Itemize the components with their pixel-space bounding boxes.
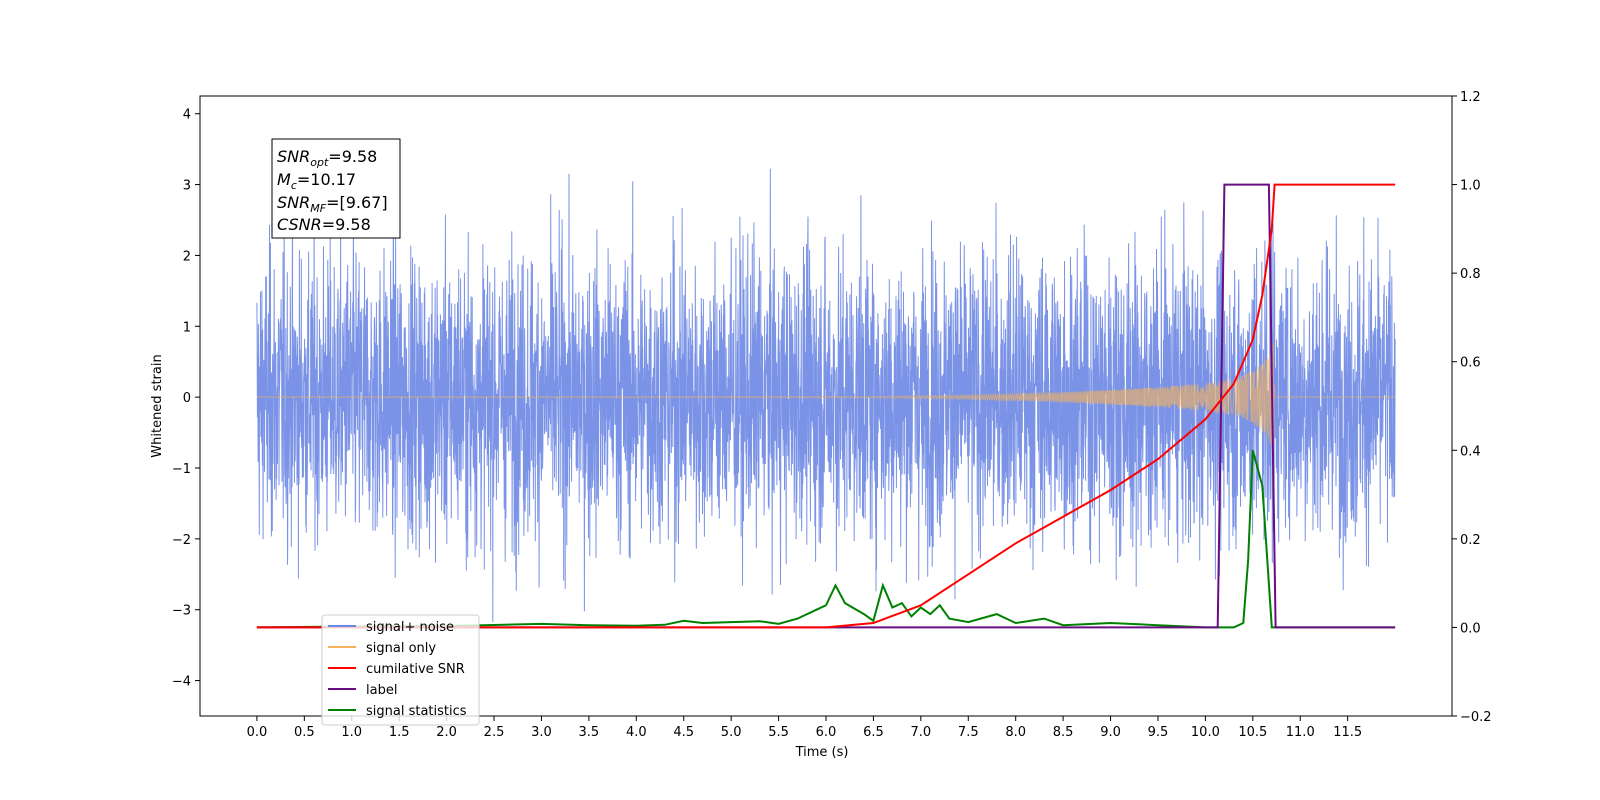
x-tick-label: 9.5: [1148, 725, 1169, 740]
x-tick-label: 2.5: [484, 725, 505, 740]
y2-tick-label: 1.0: [1460, 179, 1481, 194]
x-tick-label: 4.5: [673, 725, 694, 740]
y2-tick-label: −0.2: [1460, 710, 1492, 725]
annotation-box: SNRopt=9.58 Mc=10.17 SNRMF=[9.67] CSNR=9…: [271, 138, 401, 239]
x-tick-label: 6.5: [863, 725, 884, 740]
y-tick-label: −4: [172, 675, 191, 690]
y-axis-ticks: 4 3 2 1 0 −1 −2 −3 −4: [172, 108, 200, 690]
y-tick-label: 1: [183, 320, 191, 335]
signal-only-series: [256, 343, 1396, 453]
mc-annotation: Mc=10.17: [277, 170, 356, 192]
signal-statistics-line: [256, 450, 1396, 629]
y-tick-label: 4: [183, 108, 191, 123]
x-tick-label: 8.5: [1053, 725, 1074, 740]
right-axis-series: [256, 183, 1396, 629]
y-tick-label: 0: [183, 391, 191, 406]
label-line: [256, 183, 1396, 629]
signal-plus-noise-series: [256, 168, 1396, 623]
legend-label-label: label: [366, 683, 397, 698]
snr-opt-annotation: SNRopt=9.58: [277, 147, 377, 169]
x-tick-label: 11.0: [1286, 725, 1315, 740]
x-tick-label: 7.5: [958, 725, 979, 740]
x-tick-label: 8.0: [1005, 725, 1026, 740]
x-axis-ticks: 0.0 0.5 1.0 1.5 2.0 2.5 3.0 3.5 4.0 4.5 5.0 5.5 6.0 6…: [247, 716, 1362, 740]
x-tick-label: 1.0: [341, 725, 362, 740]
x-tick-label: 5.5: [768, 725, 789, 740]
x-axis-label: Time (s): [795, 745, 849, 760]
x-tick-label: 7.0: [911, 725, 932, 740]
y-tick-label: −1: [172, 462, 191, 477]
y-tick-label: −3: [172, 604, 191, 619]
x-tick-label: 4.0: [626, 725, 647, 740]
y2-tick-label: 1.2: [1460, 90, 1481, 105]
x-tick-label: 3.0: [531, 725, 552, 740]
x-tick-label: 0.5: [294, 725, 315, 740]
legend-label-cum-snr: cumilative SNR: [366, 662, 465, 677]
x-tick-label: 5.0: [721, 725, 742, 740]
x-tick-label: 2.0: [436, 725, 457, 740]
legend-label-noise: signal+ noise: [366, 620, 454, 635]
legend-label-signal: signal only: [366, 641, 436, 656]
y2-tick-label: 0.0: [1460, 621, 1481, 636]
snr-mf-annotation: SNRMF=[9.67]: [277, 193, 388, 215]
legend-label-stats: signal statistics: [366, 704, 467, 719]
legend: signal+ noise signal only cumilative SNR…: [321, 614, 480, 726]
x-tick-label: 11.5: [1333, 725, 1362, 740]
signal-only-line: [256, 343, 1396, 453]
y2-tick-label: 0.8: [1460, 267, 1481, 282]
y2-tick-label: 0.6: [1460, 356, 1481, 371]
x-tick-label: 9.0: [1100, 725, 1121, 740]
y-tick-label: −2: [172, 533, 191, 548]
y-tick-label: 3: [183, 179, 191, 194]
x-tick-label: 10.0: [1191, 725, 1220, 740]
cumulative-snr-line: [256, 183, 1396, 629]
signal-plus-noise-line: [256, 168, 1396, 623]
y-tick-label: 2: [183, 249, 191, 264]
y2-axis-ticks: 1.2 1.0 0.8 0.6 0.4 0.2 0.0 −0.2: [1452, 90, 1492, 725]
y2-tick-label: 0.2: [1460, 533, 1481, 548]
x-tick-label: 1.5: [389, 725, 410, 740]
x-tick-label: 10.5: [1238, 725, 1267, 740]
csnr-annotation: CSNR=9.58: [277, 215, 371, 234]
x-tick-label: 3.5: [579, 725, 600, 740]
y2-tick-label: 0.4: [1460, 444, 1481, 459]
y-axis-label: Whitened strain: [150, 354, 165, 457]
x-tick-label: 0.0: [247, 725, 268, 740]
x-tick-label: 6.0: [816, 725, 837, 740]
